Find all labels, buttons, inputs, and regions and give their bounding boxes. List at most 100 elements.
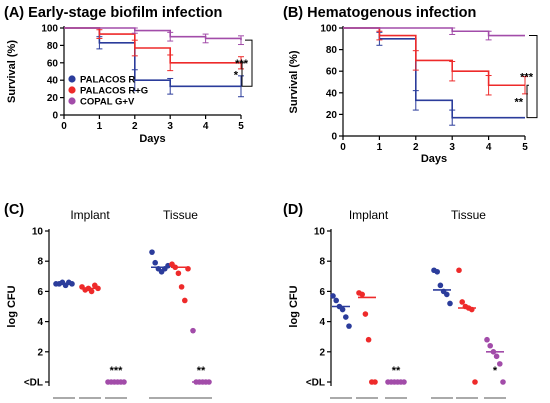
legend-label-palacos-r-g: PALACOS R+G	[80, 86, 148, 97]
significance-bracket	[529, 35, 538, 119]
y-tick-label: 20	[47, 93, 59, 104]
series-line-copal-g-v	[343, 27, 525, 37]
y-tick-label: 40	[326, 88, 338, 99]
y-tick-label: 40	[47, 76, 59, 87]
x-tick-label: 0	[340, 142, 346, 153]
x-tick-label: 1	[97, 121, 103, 132]
significance-bracket	[241, 62, 245, 87]
data-point-copal-g-v	[493, 353, 500, 360]
x-axis-label: Days	[421, 153, 447, 165]
y-tick-label: 2	[319, 347, 325, 358]
y-tick-label: 100	[320, 24, 337, 35]
data-point-palacos-r-g	[182, 297, 188, 304]
data-point-palacos-r	[437, 282, 444, 289]
panel-title: (B) Hematogenous infection	[283, 5, 476, 21]
data-point-palacos-r-g	[178, 284, 185, 290]
significance-bracket	[245, 39, 253, 87]
group-label-implant: Implant	[349, 208, 389, 222]
panel-title: (A) Early-stage biofilm infection	[4, 5, 222, 21]
series-line-palacos-r-g	[64, 27, 241, 64]
legend-marker-palacos-r-g	[68, 86, 76, 94]
data-point-palacos-r-g	[459, 299, 466, 305]
y-tick-label: 60	[326, 67, 338, 78]
data-point-copal-g-v	[500, 379, 506, 385]
significance-label: **	[392, 365, 401, 377]
y-tick-label: 10	[32, 227, 44, 238]
x-tick-label: 4	[486, 142, 492, 153]
x-tick-label: 3	[167, 121, 173, 132]
y-axis-label: Survival (%)	[6, 40, 18, 103]
data-point-palacos-r-g	[362, 311, 369, 317]
y-tick-label: 10	[314, 227, 326, 238]
data-point-palacos-r	[149, 249, 155, 255]
data-point-palacos-r	[444, 291, 450, 298]
y-tick-label: <DL	[24, 378, 43, 389]
group-label-implant: Implant	[70, 208, 110, 222]
data-point-palacos-r	[333, 297, 340, 304]
data-point-copal-g-v	[190, 327, 196, 334]
y-tick-label: 8	[319, 257, 325, 268]
data-point-copal-g-v	[487, 342, 494, 349]
y-tick-label: 6	[37, 287, 43, 298]
y-tick-label: <DL	[306, 378, 325, 389]
panel-c: (C) <DL 2 4 6 8 10 log CFU Implant *** Tissue **	[4, 202, 212, 399]
panel-d: (D) <DL 2 4 6 8 10 log CFU Implant ** Tissue *	[283, 202, 506, 399]
panel-title: (C)	[4, 202, 24, 218]
data-point-palacos-r-g	[372, 379, 378, 385]
data-point-palacos-r-g	[365, 336, 372, 343]
y-tick-label: 80	[47, 41, 59, 52]
y-axis-label: log CFU	[6, 285, 18, 327]
data-point-palacos-r	[330, 293, 336, 299]
series-line-palacos-r-g	[343, 27, 525, 87]
data-point-copal-g-v	[497, 361, 503, 367]
series-line-copal-g-v	[64, 27, 242, 41]
y-tick-label: 80	[326, 45, 338, 56]
x-tick-label: 4	[203, 121, 209, 132]
x-tick-label: 2	[413, 142, 419, 153]
data-point-palacos-r	[152, 259, 158, 266]
x-tick-label: 1	[377, 142, 383, 153]
significance-label: ***	[520, 72, 534, 84]
data-point-palacos-r-g	[456, 267, 462, 274]
data-point-palacos-r	[346, 323, 352, 329]
data-point-palacos-r	[447, 300, 453, 307]
x-tick-label: 5	[522, 142, 528, 153]
legend-marker-palacos-r	[68, 75, 76, 83]
x-axis-label: Days	[139, 133, 165, 145]
y-tick-label: 8	[37, 257, 43, 268]
data-point-palacos-r-g	[359, 291, 366, 298]
panel-b: (B) Hematogenous infection 0 20 40 60 80 100 0 1…	[283, 5, 538, 165]
data-point-palacos-r	[434, 268, 441, 275]
y-tick-label: 100	[41, 24, 58, 35]
y-tick-label: 0	[331, 132, 337, 143]
x-tick-label: 2	[132, 121, 138, 132]
legend-label-palacos-r: PALACOS R	[80, 75, 135, 86]
data-point-palacos-r-g	[472, 379, 478, 385]
series-line-palacos-r	[343, 27, 525, 119]
y-tick-label: 60	[47, 58, 59, 69]
x-tick-label: 0	[61, 121, 67, 132]
data-point-copal-g-v	[484, 336, 490, 343]
y-tick-label: 4	[319, 317, 325, 328]
significance-label: **	[514, 96, 523, 108]
x-tick-label: 3	[449, 142, 455, 153]
significance-label: **	[197, 365, 206, 377]
y-tick-label: 0	[52, 111, 58, 122]
significance-label: *	[493, 365, 498, 377]
x-tick-label: 5	[238, 121, 244, 132]
y-axis-label: Survival (%)	[288, 50, 300, 113]
data-point-palacos-r-g	[88, 288, 95, 295]
significance-bracket	[526, 84, 529, 119]
panel-title: (D)	[283, 202, 303, 218]
y-tick-label: 6	[319, 287, 325, 298]
panel-a: (A) Early-stage biofilm infection0204060…	[4, 5, 253, 145]
significance-label: ***	[110, 365, 124, 377]
legend-label-copal-g-v: COPAL G+V	[80, 97, 135, 108]
y-tick-label: 20	[326, 110, 338, 121]
y-axis-label: log CFU	[288, 285, 300, 327]
data-point-palacos-r	[343, 314, 349, 320]
significance-label: *	[234, 70, 239, 82]
data-point-palacos-r	[339, 306, 346, 313]
